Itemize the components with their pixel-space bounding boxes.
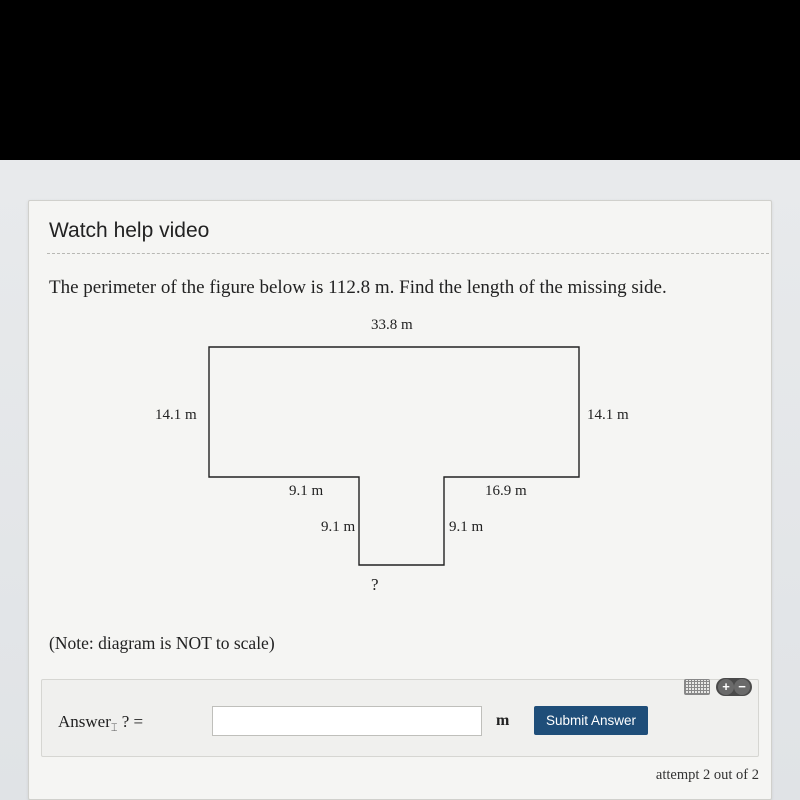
label-stem-left: 9.1 m (321, 519, 355, 536)
label-unknown: ? (371, 575, 379, 595)
figure: 33.8 m 14.1 m 14.1 m 9.1 m 9.1 m 9.1 m 1… (149, 319, 629, 619)
separator (47, 253, 769, 254)
photo-black-bar (0, 0, 800, 160)
label-bottom-left: 9.1 m (289, 483, 323, 500)
label-top: 33.8 m (371, 317, 413, 334)
answer-bar: + − Answer⌶ ? = m Submit Answer (41, 679, 759, 757)
keyboard-icon[interactable] (684, 679, 710, 695)
question-panel: Watch help video The perimeter of the fi… (28, 200, 772, 800)
answer-unit: m (496, 712, 509, 730)
polygon-shape (199, 337, 589, 597)
label-left: 14.1 m (155, 407, 197, 424)
zoom-pill: + − (716, 678, 752, 696)
label-bottom-right: 16.9 m (485, 483, 527, 500)
scale-note: (Note: diagram is NOT to scale) (49, 633, 275, 654)
answer-label: Answer⌶ ? = (58, 712, 143, 732)
watch-help-video-link[interactable]: Watch help video (49, 219, 209, 243)
submit-button[interactable]: Submit Answer (534, 706, 648, 735)
label-right: 14.1 m (587, 407, 629, 424)
answer-input[interactable] (212, 706, 482, 736)
minus-icon[interactable]: − (734, 679, 750, 695)
label-stem-right: 9.1 m (449, 519, 483, 536)
plus-icon[interactable]: + (718, 679, 734, 695)
question-text: The perimeter of the figure below is 112… (49, 275, 751, 301)
attempt-counter: attempt 2 out of 2 (656, 767, 759, 784)
